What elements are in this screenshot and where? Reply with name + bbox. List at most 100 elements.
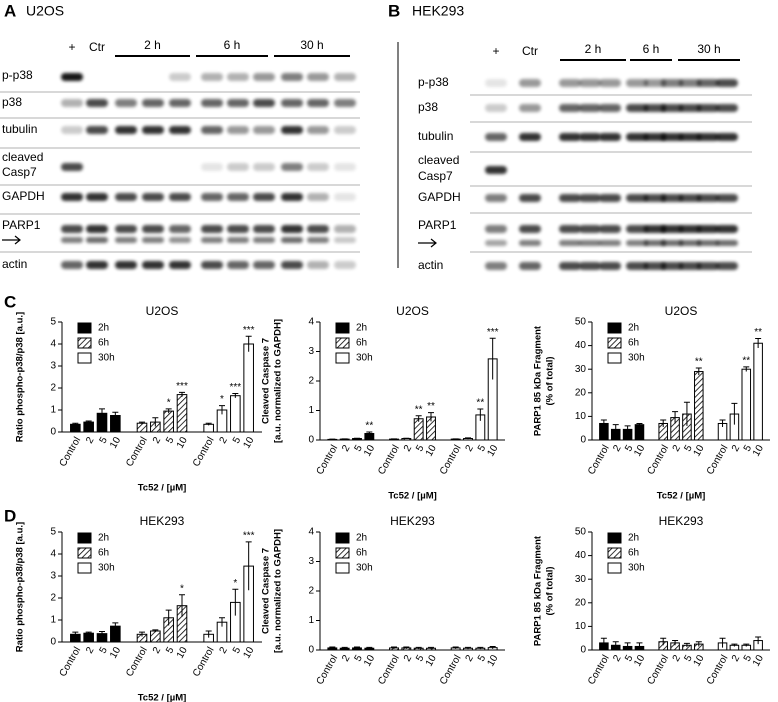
band [644,225,666,233]
y-tick-label: 2 [308,586,314,597]
band [307,237,329,243]
band [115,237,137,243]
error-bar [152,417,159,427]
band [253,99,275,107]
x-tick-label: 2 [402,653,415,664]
band [307,163,329,171]
x-tick-label: Control [315,443,341,476]
error-bar [731,402,738,425]
x-tick-label: 10 [692,443,707,459]
x-tick-label: Control [191,645,217,678]
chart-title: U2OS [665,304,698,318]
band [559,225,581,233]
band [169,126,191,134]
error-bar [695,367,702,376]
error-bar [695,641,702,647]
chart-title: HEK293 [390,514,435,528]
band [697,225,719,233]
y-tick-label: 1 [308,615,314,626]
bar [230,395,241,433]
band [115,225,137,233]
legend-label: 6h [628,548,639,559]
band [599,194,621,202]
error-bar [403,437,410,439]
x-axis-label: Tc52 / [µM] [138,483,187,494]
band [142,126,164,134]
panel-letter: B [388,1,400,20]
band [201,225,223,233]
error-bar [719,419,726,428]
y-tick-label: 2 [50,593,56,604]
x-axis-label: Tc52 / [µM] [657,701,706,702]
band [334,126,356,134]
timepoint-label: 30 h [697,42,720,56]
timepoint-label: 2 h [585,42,602,56]
y-tick-label: 40 [575,340,587,351]
arrow [418,238,437,248]
band [61,73,83,81]
x-tick-label: Control [705,653,731,686]
band [169,193,191,201]
error-bar [205,630,212,638]
error-bar [354,646,360,649]
band [519,194,541,202]
legend-label: 6h [628,338,639,349]
band [644,262,666,270]
panel-title: HEK293 [412,3,464,19]
x-tick-label: 10 [175,435,190,451]
legend-swatch [607,562,622,574]
y-tick-label: 30 [575,574,587,585]
error-bar [415,415,422,422]
row-label: cleaved [2,150,43,164]
y-tick-label: 5 [50,317,56,328]
legend-label: 30h [98,353,115,364]
row-label: p38 [2,95,22,109]
band [334,193,356,201]
x-tick-label: Control [315,653,341,686]
x-tick-label: Control [645,653,671,686]
x-tick-label: 10 [424,443,439,459]
band [579,79,601,87]
x-tick-label: 10 [241,435,256,451]
legend-swatch [335,562,350,574]
band [716,240,738,246]
y-tick-label: 0 [308,645,314,656]
band [559,79,581,87]
significance: * [180,583,184,594]
band [599,133,621,141]
error-bar [99,630,105,636]
band [281,193,303,201]
significance: * [220,394,224,405]
x-tick-label: 5 [742,443,755,454]
legend-swatch [607,532,622,544]
y-axis-label: (% of total) [545,356,556,405]
x-tick-label: 5 [98,435,111,446]
x-tick-label: 10 [362,653,377,669]
bar [83,632,94,643]
band [201,261,223,269]
error-bar [354,437,360,439]
significance: ** [365,421,373,432]
error-bar [660,637,667,646]
y-tick-label: 20 [575,387,587,398]
row-label: tubulin [2,122,37,136]
band [227,193,249,201]
x-tick-label: 5 [164,435,177,446]
x-tick-label: 5 [164,645,177,656]
y-tick-label: 10 [575,621,587,632]
panel-letter: A [4,1,16,20]
significance: ** [415,404,423,415]
row-label: p-p38 [2,68,33,82]
lane-label: + [492,44,499,58]
error-bar [179,594,185,617]
x-tick-label: 2 [671,653,684,664]
band [679,79,701,87]
x-tick-label: Control [705,443,731,476]
significance: * [233,578,237,589]
x-tick-label: Control [376,653,402,686]
significance: ** [754,327,762,338]
y-axis-label: Ratio phospho-p38/p38 [a.u.] [15,522,26,652]
x-tick-label: 10 [175,645,190,661]
band [697,133,719,141]
y-tick-label: 2 [50,383,56,394]
